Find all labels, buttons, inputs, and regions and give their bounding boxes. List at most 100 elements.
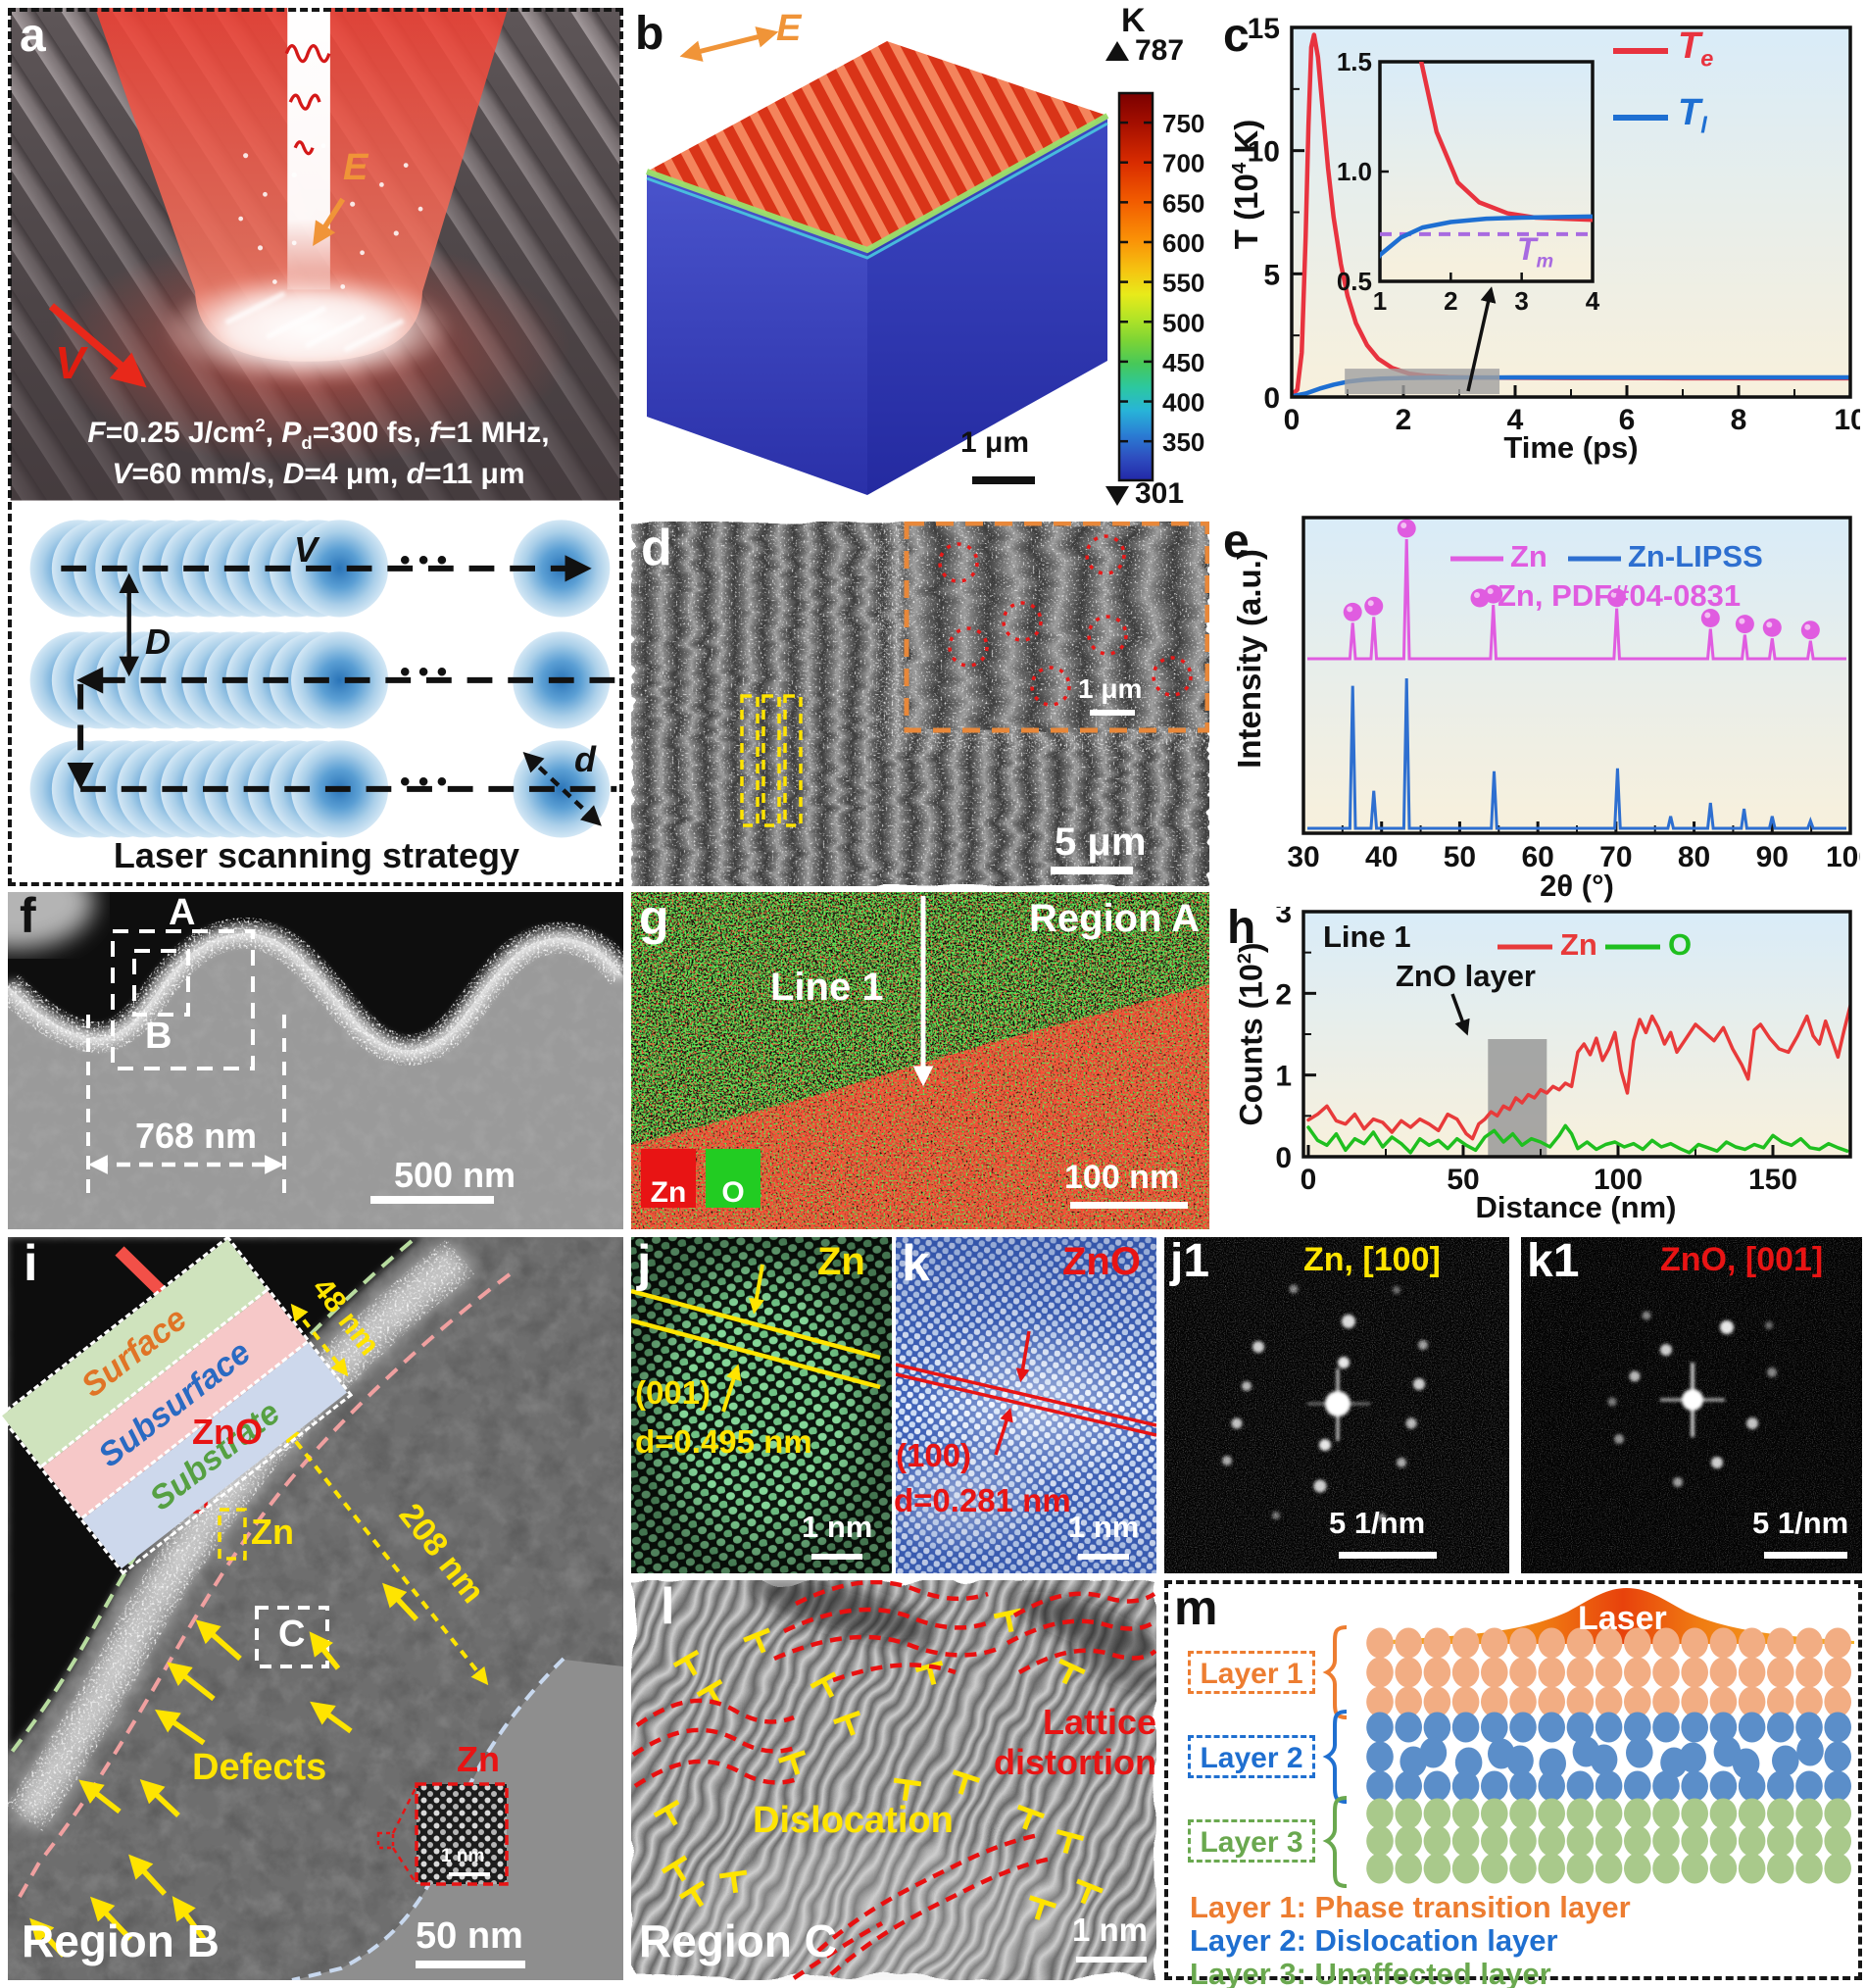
plane-lines — [896, 1363, 1156, 1437]
t-cap — [1028, 1895, 1057, 1909]
atom-circle — [1681, 1770, 1708, 1802]
colorbar-min: 301 — [1135, 477, 1185, 510]
atom-circle — [1451, 1686, 1480, 1717]
atom-circle — [1395, 1825, 1422, 1857]
dislocation-mark — [1076, 1878, 1104, 1905]
atom-circle — [1795, 1770, 1823, 1802]
atom-circle — [1538, 1657, 1565, 1688]
dislocation-mark — [718, 1869, 748, 1894]
dislocation-label: Dislocation — [753, 1800, 954, 1841]
debris-particles — [238, 143, 423, 289]
dislocation-mark — [1016, 1804, 1046, 1830]
atom-circle — [1767, 1657, 1794, 1688]
atom-circle — [1395, 1798, 1422, 1829]
atom-circle — [1538, 1686, 1565, 1717]
atom-circle — [1395, 1686, 1422, 1717]
tick-label: 2 — [1275, 978, 1292, 1011]
atom-circle — [1681, 1686, 1708, 1717]
layer2-box: Layer 2 — [1188, 1735, 1315, 1778]
atom-circle — [1481, 1798, 1508, 1829]
spacing-arrow-bottom — [994, 1407, 1013, 1456]
dislocation-mark — [678, 1880, 706, 1908]
plane-lines — [631, 1288, 881, 1390]
atom-circle — [1795, 1825, 1823, 1857]
panel-l-dislocations — [631, 1580, 1156, 1980]
legend-pdf-label: Zn, PDF#04-0831 — [1498, 578, 1742, 613]
atom-circle — [1624, 1798, 1651, 1829]
region-a-tag: A — [169, 892, 196, 933]
velocity-label: V — [55, 337, 85, 388]
depth-dashes — [86, 1015, 286, 1194]
dislocation-mark — [952, 1769, 981, 1795]
defect-arrow — [382, 1582, 419, 1621]
atom-circle — [1451, 1853, 1480, 1884]
h-xlabel: Distance (nm) — [1475, 1190, 1677, 1224]
atom-circle — [1451, 1657, 1480, 1688]
scalebar-line — [1070, 1202, 1188, 1209]
region-b-tag: B — [145, 1016, 172, 1057]
tick-label: 0.5 — [1337, 267, 1372, 296]
panel-k-hrtem — [896, 1237, 1156, 1573]
panel-h-chart: 0 50 100 150 0 1 2 3 — [1275, 907, 1852, 1196]
atom-circle — [1652, 1798, 1680, 1829]
scalebar-line — [1076, 1957, 1147, 1963]
defect-arrow — [29, 1917, 67, 1958]
pdf-ball-highlight — [1367, 600, 1374, 607]
tick-label: 0 — [1284, 404, 1301, 436]
atom-circle — [1824, 1770, 1851, 1802]
layer3-legend: Layer 3: Unaffected layer — [1190, 1957, 1551, 1988]
atom-circle — [1795, 1657, 1823, 1688]
o-swatch-label: O — [721, 1175, 745, 1209]
atom-circle — [1509, 1686, 1537, 1717]
t-stem — [730, 1873, 739, 1894]
Zn-profile — [1306, 1004, 1850, 1141]
atom-circle — [1652, 1686, 1680, 1717]
tick-label: 1 — [1275, 1061, 1292, 1093]
panel-j-hrtem — [631, 1237, 892, 1573]
t-stem — [663, 1807, 678, 1826]
scalebar-label: 500 nm — [394, 1155, 516, 1195]
atom-circle — [1767, 1798, 1794, 1829]
defect-arrow — [172, 1896, 207, 1941]
substrate-boundary-line — [291, 1657, 565, 1980]
atom-circle — [1395, 1712, 1422, 1743]
inset-scalebar-label: 1 μm — [1078, 673, 1143, 704]
panel-a-art — [10, 8, 621, 838]
atom-circle — [1795, 1853, 1823, 1884]
defect-arrow — [128, 1854, 168, 1896]
scalebar-label: 1 μm — [960, 426, 1030, 459]
t-stem — [820, 1678, 835, 1698]
pulse-icons — [284, 43, 331, 156]
lattice-distortion-label: Lattice distortion — [994, 1702, 1156, 1783]
atom-circle — [1566, 1798, 1595, 1829]
atom-circle — [1595, 1825, 1623, 1857]
scalebar-label: 100 nm — [1064, 1159, 1180, 1196]
atom-circle — [1509, 1798, 1537, 1829]
atom-circle — [1796, 1735, 1824, 1766]
dislocation-mark — [914, 1660, 944, 1685]
panel-k1-fft — [1521, 1237, 1862, 1573]
atom-circle — [1824, 1741, 1851, 1772]
Zn-LIPSS-pattern — [1307, 677, 1846, 830]
dislocation-mark — [653, 1799, 680, 1826]
depth-value: 768 nm — [135, 1116, 258, 1156]
k-material: ZnO — [1062, 1240, 1141, 1283]
tick-label: 15 — [1248, 13, 1280, 45]
e-field-label: E — [343, 147, 368, 188]
defect-arrow — [155, 1709, 206, 1746]
atom-circle — [1366, 1853, 1394, 1884]
scan-d-label: d — [574, 739, 596, 779]
inset-scalebar-line — [449, 1872, 490, 1876]
pdf-ball — [1397, 519, 1416, 538]
t-stem — [844, 1716, 856, 1736]
magnified-inset — [904, 522, 1209, 733]
tick-label: 350 — [1162, 427, 1204, 457]
atom-circle — [1481, 1657, 1508, 1688]
scan-dots-3: • • • — [400, 766, 448, 798]
t-stem — [1022, 1811, 1034, 1830]
atom-circle — [1451, 1798, 1480, 1829]
zn-inset-label: Zn — [457, 1739, 500, 1779]
atom-circle — [1423, 1825, 1451, 1857]
tick-label: 650 — [1162, 188, 1204, 218]
